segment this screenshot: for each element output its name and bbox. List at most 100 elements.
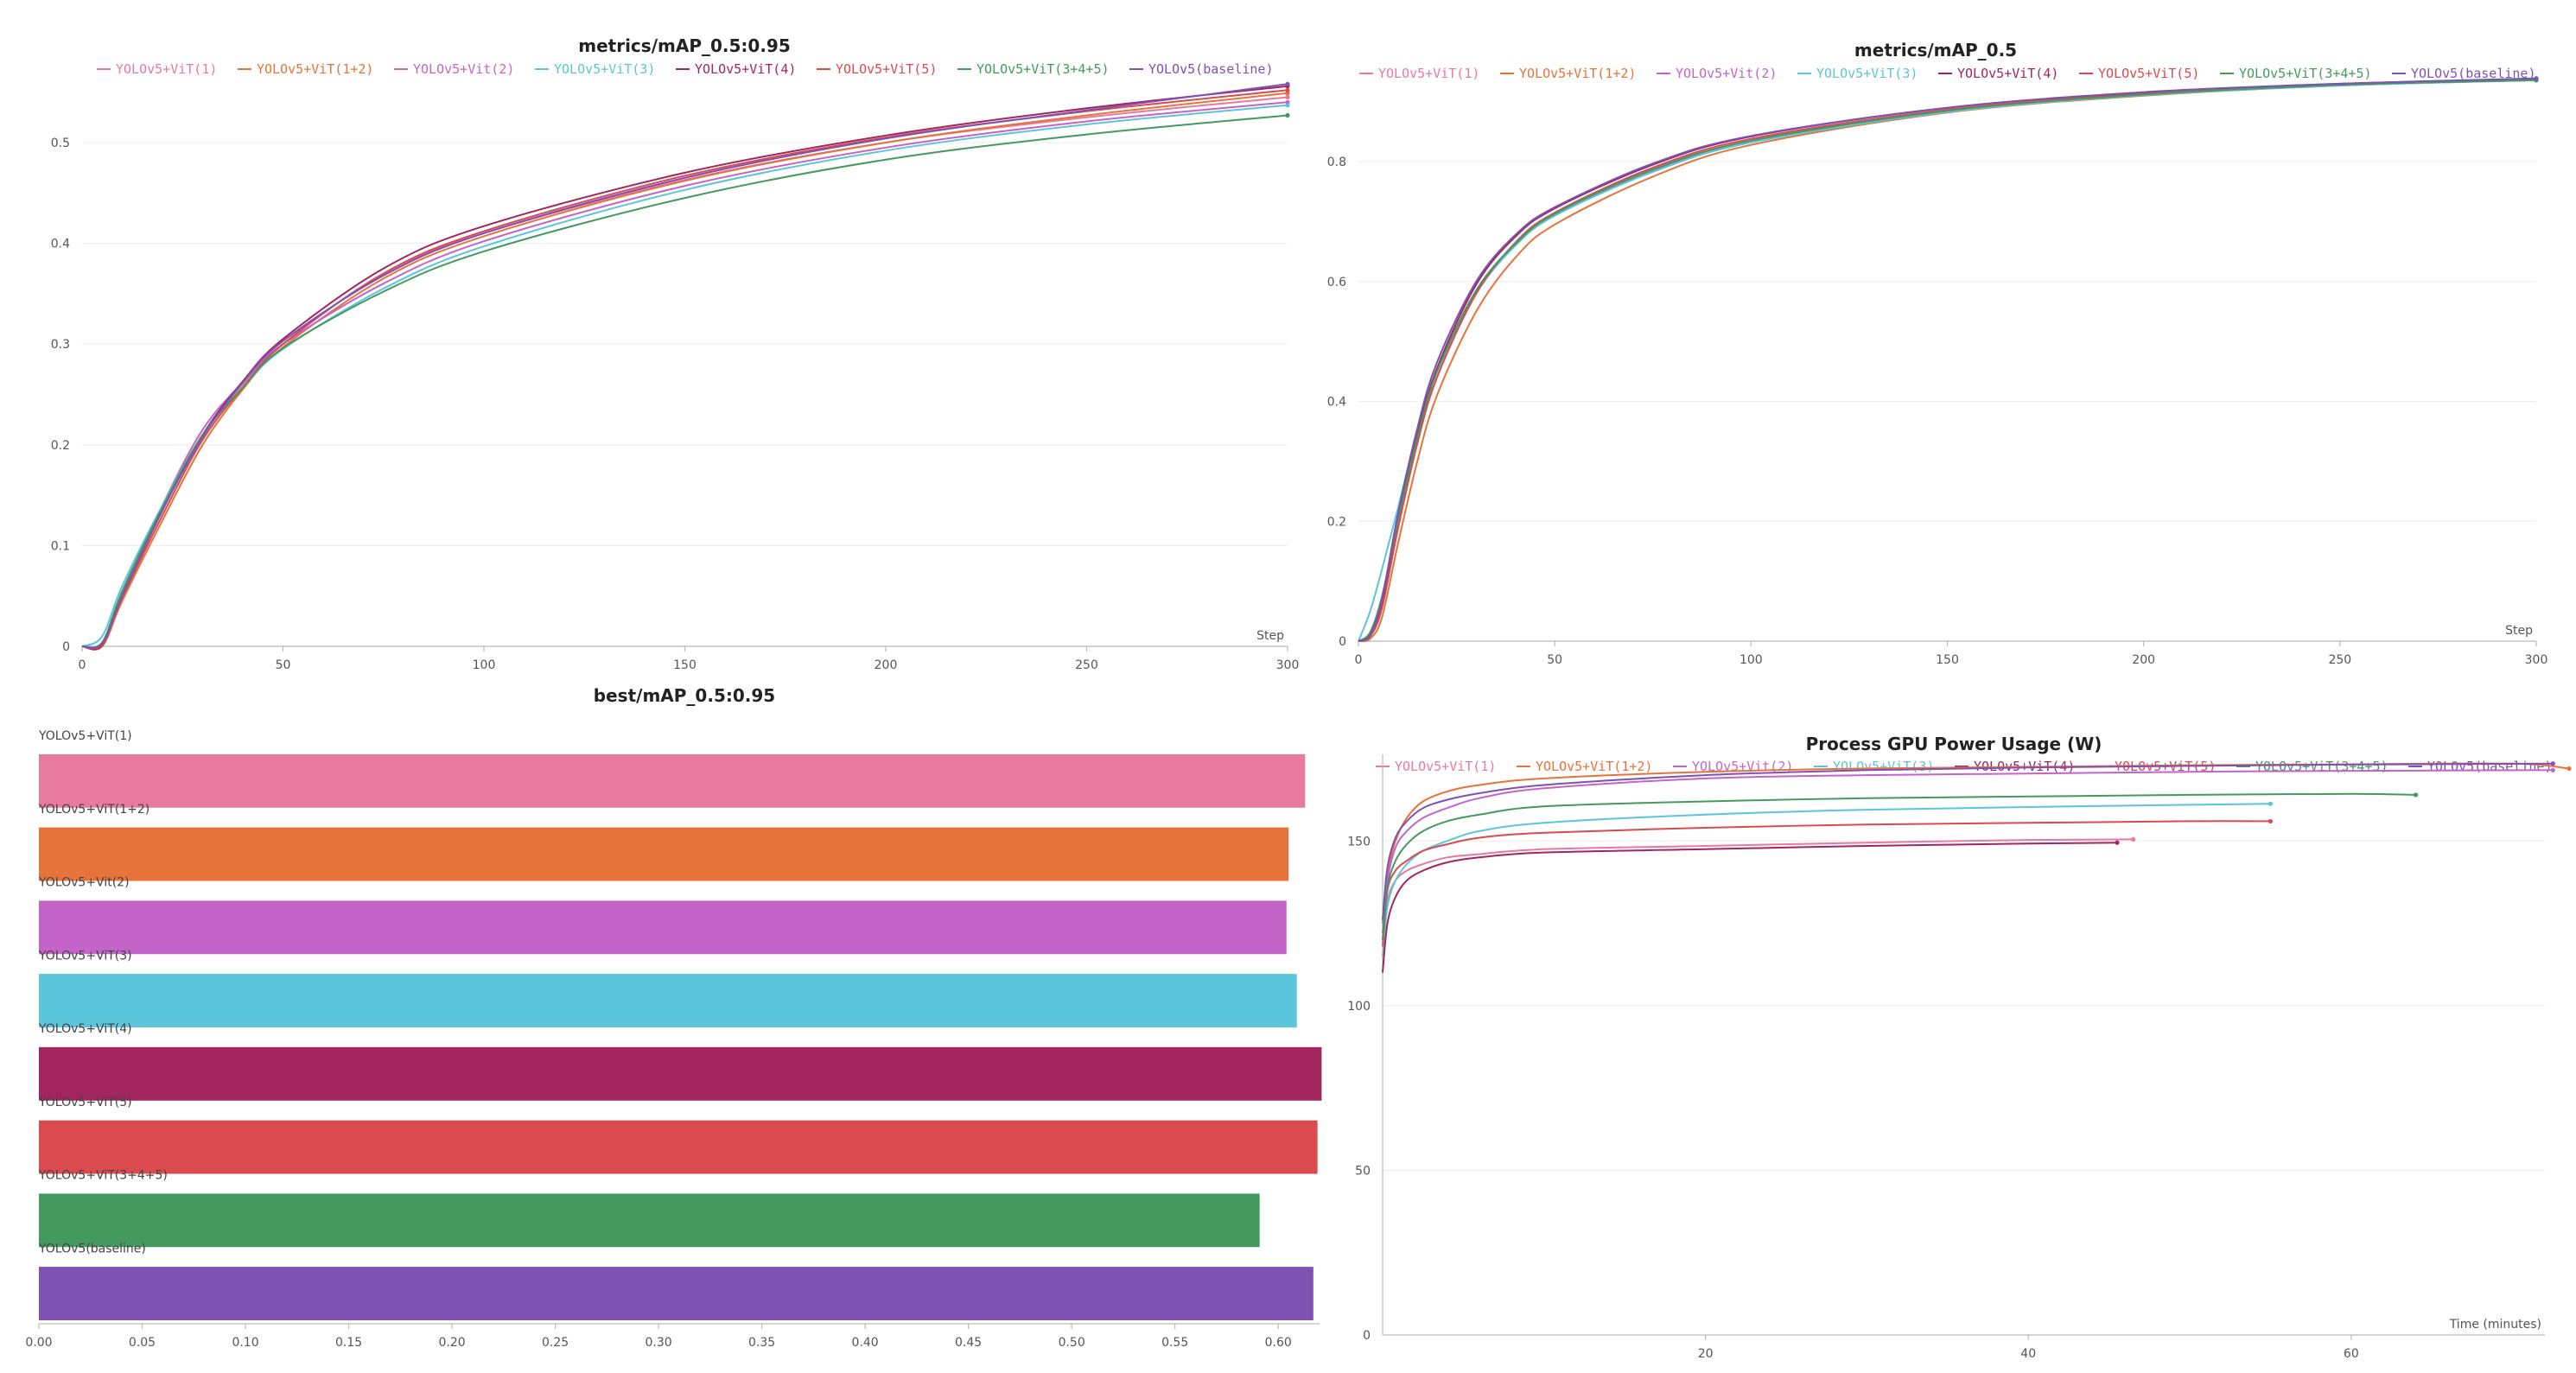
series-end-point (2413, 792, 2419, 798)
x-tick-label: 300 (1276, 658, 1300, 672)
series-line (81, 104, 1288, 647)
y-tick-label: 0.3 (51, 338, 70, 352)
x-tick-label: 250 (2328, 653, 2351, 667)
legend-item-yolov5-vit-1-2: YOLOv5+ViT(1+2) (238, 61, 373, 77)
legend-label: YOLOv5+ViT(3) (1833, 759, 1934, 774)
y-tick-label: 0 (62, 640, 70, 654)
chart-title: metrics/mAP_0.5:0.95 (578, 35, 791, 56)
legend-item-yolov5-vit-5: YOLOv5+ViT(5) (2079, 66, 2199, 81)
series-line (1358, 77, 2537, 642)
series-line (1358, 79, 2537, 642)
legend-item-yolov5-vit-1-2: YOLOv5+ViT(1+2) (1500, 66, 1636, 81)
chart-title: Process GPU Power Usage (W) (1806, 734, 2102, 754)
legend-item-yolov5-vit-5: YOLOv5+ViT(5) (817, 61, 937, 77)
x-tick-label: 0.15 (335, 1336, 362, 1350)
x-tick-label: 0 (1355, 653, 1363, 667)
bar (39, 1193, 1260, 1248)
x-tick-label: 0.25 (542, 1336, 569, 1350)
x-axis-label: Time (minutes) (2449, 1318, 2541, 1332)
x-axis-label: Step (1256, 629, 1284, 643)
y-tick-label: 0.4 (1327, 396, 1346, 410)
x-tick-label: 0.00 (25, 1336, 52, 1350)
series-line (1382, 792, 2416, 940)
series-line (1382, 820, 2271, 947)
x-tick-label: 40 (2020, 1347, 2036, 1361)
y-tick-label: 0 (1339, 635, 1346, 649)
x-tick-label: 60 (2344, 1347, 2359, 1361)
x-tick-label: 0 (79, 658, 86, 672)
series-line (1382, 842, 2118, 973)
x-tick-label: 250 (1075, 658, 1098, 672)
series-end-point (2131, 836, 2136, 842)
series-line (1382, 803, 2271, 957)
legend: YOLOv5+ViT(1) YOLOv5+ViT(1+2) YOLOv5+Vit(2… (1359, 66, 2536, 81)
y-tick-label: 0.2 (51, 439, 70, 453)
y-tick-label: 100 (1347, 1000, 1371, 1014)
x-tick-label: 0.30 (646, 1336, 672, 1350)
series-yolov5-baseline (1358, 76, 2539, 642)
legend-label: YOLOv5+ViT(3+4+5) (2239, 66, 2372, 81)
series-yolov5-vit-3 (1358, 78, 2539, 642)
legend-item-yolov5-vit-4: YOLOv5+ViT(4) (1938, 66, 2058, 81)
series-yolov5-vit-4 (81, 84, 1290, 651)
legend-item-yolov5-baseline: YOLOv5(baseline) (2408, 759, 2553, 774)
bar-group-yolov5-vit-4: YOLOv5+ViT(4) (38, 1022, 1322, 1101)
series-yolov5-vit-2 (1358, 78, 2539, 642)
bar-label: YOLOv5+ViT(5) (38, 1096, 132, 1109)
chart-best-map: best/mAP_0.5:0.95 YOLOv5+ViT(1) YOLOv5+ViT… (25, 685, 1322, 1350)
bar-group-yolov5-vit-1: YOLOv5+ViT(1) (38, 729, 1306, 808)
series-line (81, 101, 1288, 649)
y-tick-label: 150 (1347, 835, 1371, 849)
bar-label: YOLOv5+ViT(3) (38, 949, 132, 963)
x-tick-label: 200 (875, 658, 898, 672)
legend-item-yolov5-vit-3: YOLOv5+ViT(3) (535, 61, 655, 77)
series-yolov5-vit-1 (1382, 836, 2136, 940)
series-line (81, 114, 1288, 649)
series-end-point (2115, 840, 2120, 845)
legend-label: YOLOv5(baseline) (2411, 66, 2536, 81)
y-tick-label: 0.2 (1327, 515, 1346, 529)
series-yolov5-vit-3-4-5 (1382, 792, 2419, 940)
series-end-point (1285, 94, 1290, 100)
series-end-point (1285, 81, 1290, 86)
legend-label: YOLOv5+ViT(1+2) (1536, 759, 1652, 774)
x-axis-label: Step (2505, 624, 2533, 638)
legend-label: YOLOv5+ViT(4) (695, 61, 796, 77)
x-tick-label: 0.40 (852, 1336, 879, 1350)
legend-item-yolov5-vit-3-4-5: YOLOv5+ViT(3+4+5) (957, 61, 1110, 77)
x-tick-label: 0.55 (1161, 1336, 1188, 1350)
legend-label: YOLOv5+ViT(3) (554, 61, 655, 77)
series-end-point (2268, 818, 2274, 824)
x-tick-label: 150 (673, 658, 696, 672)
x-tick-label: 0.10 (232, 1336, 258, 1350)
bar-label: YOLOv5+Vit(2) (38, 876, 130, 890)
series-yolov5-vit-3 (1382, 801, 2274, 957)
bar (39, 753, 1306, 808)
bar (39, 1120, 1318, 1174)
series-line (1358, 79, 2537, 643)
legend: YOLOv5+ViT(1) YOLOv5+ViT(1+2) YOLOv5+Vit(2… (1376, 759, 2553, 774)
legend-item-yolov5-vit-1-2: YOLOv5+ViT(1+2) (1517, 759, 1652, 774)
x-tick-label: 0.60 (1265, 1336, 1292, 1350)
series-yolov5-vit-3-4-5 (81, 112, 1290, 649)
series-end-point (1285, 87, 1290, 92)
x-tick-label: 100 (1740, 653, 1763, 667)
legend-label: YOLOv5+ViT(5) (836, 61, 937, 77)
legend-item-yolov5-vit-4: YOLOv5+ViT(4) (676, 61, 796, 77)
bar-label: YOLOv5+ViT(1) (38, 729, 132, 743)
series-yolov5-baseline (81, 81, 1290, 649)
series-line (1382, 769, 2554, 934)
legend-label: YOLOv5(baseline) (2427, 759, 2553, 774)
series-line (1358, 79, 2537, 642)
x-tick-label: 50 (1547, 653, 1562, 667)
legend-label: YOLOv5+ViT(3) (1816, 66, 1918, 81)
legend-label: YOLOv5+ViT(4) (1957, 66, 2058, 81)
x-tick-label: 50 (276, 658, 291, 672)
series-end-point (1285, 103, 1290, 108)
legend-label: YOLOv5+ViT(3+4+5) (976, 61, 1110, 77)
bar-label: YOLOv5(baseline) (38, 1242, 146, 1255)
bar (39, 1267, 1313, 1320)
legend: YOLOv5+ViT(1) YOLOv5+ViT(1+2) YOLOv5+Vit(2… (97, 61, 1274, 77)
y-tick-label: 0.4 (51, 238, 70, 251)
